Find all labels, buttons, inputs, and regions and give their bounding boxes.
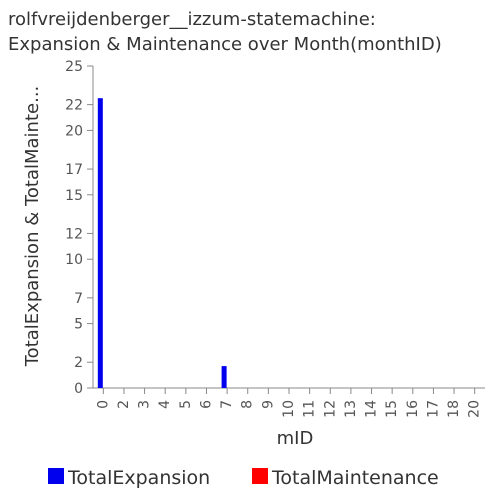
- bar-totalexpansion-0: [97, 98, 103, 388]
- y-axis-label: TotalExpansion & TotalMainte...: [22, 86, 43, 368]
- x-tick-label: 20: [467, 400, 483, 418]
- x-tick-label: 17: [425, 400, 441, 418]
- x-tick-label: 16: [405, 400, 421, 418]
- chart-title-line-2: Expansion & Maintenance over Month(month…: [8, 34, 442, 55]
- x-tick-label: 6: [198, 400, 214, 409]
- bars: [97, 98, 227, 388]
- legend-label: TotalMaintenance: [271, 467, 439, 489]
- x-tick-label-group: 16: [405, 400, 421, 418]
- x-tick-label-group: 6: [198, 400, 214, 409]
- x-tick-label-group: 17: [425, 400, 441, 418]
- y-tick-label: 5: [74, 317, 83, 333]
- x-tick-label: 14: [364, 400, 380, 418]
- y-tick-label: 20: [65, 123, 83, 139]
- x-tick-label-group: 8: [240, 400, 256, 409]
- legend-label: TotalExpansion: [67, 467, 210, 489]
- x-tick-label-group: 13: [343, 400, 359, 418]
- y-tick-label: 0: [74, 381, 83, 397]
- x-tick-label-group: 3: [137, 400, 153, 409]
- x-tick-label: 5: [178, 400, 194, 409]
- x-tick-label: 15: [384, 400, 400, 418]
- x-tick-label: 18: [446, 400, 462, 418]
- x-axis-label: mID: [277, 428, 314, 449]
- x-tick-label: 2: [116, 400, 132, 409]
- y-tick-label: 17: [65, 162, 83, 178]
- x-tick-label: 13: [343, 400, 359, 418]
- x-tick-label-group: 11: [302, 400, 318, 418]
- chart-title-line-1: rolfvreijdenberger__izzum-statemachine:: [8, 9, 376, 30]
- x-tick-label: 8: [240, 400, 256, 409]
- y-tick-label: 2: [74, 355, 83, 371]
- x-tick-label-group: 15: [384, 400, 400, 418]
- x-tick-label-group: 10: [281, 400, 297, 418]
- y-tick-label: 22: [65, 98, 83, 114]
- x-tick-label-group: 0: [95, 400, 111, 409]
- legend-swatch: [48, 468, 64, 484]
- x-tick-label: 4: [157, 400, 173, 409]
- bar-totalexpansion-7: [221, 366, 227, 388]
- x-tick-label: 9: [260, 400, 276, 409]
- x-tick-label: 10: [281, 400, 297, 418]
- legend: TotalExpansion TotalMaintenance: [48, 467, 439, 489]
- x-tick-label: 11: [302, 400, 318, 418]
- x-tick-label-group: 7: [219, 400, 235, 409]
- x-tick-label-group: 20: [467, 400, 483, 418]
- x-tick-label-group: 5: [178, 400, 194, 409]
- x-tick-label-group: 14: [364, 400, 380, 418]
- x-tick-label-group: 12: [322, 400, 338, 418]
- legend-swatch: [252, 468, 268, 484]
- x-tick-label: 12: [322, 400, 338, 418]
- x-tick-label: 3: [137, 400, 153, 409]
- y-tick-label: 10: [65, 252, 83, 268]
- y-tick-label: 25: [65, 59, 83, 75]
- y-tick-label: 7: [74, 291, 83, 307]
- y-tick-label: 15: [65, 188, 83, 204]
- x-tick-label-group: 18: [446, 400, 462, 418]
- x-tick-label-group: 4: [157, 400, 173, 409]
- x-axis: 0 2 3 4 5 6 7 8 9 10 11 12 13 14 15 16 17 18 20: [93, 387, 485, 418]
- x-tick-label-group: 2: [116, 400, 132, 409]
- x-tick-label: 0: [95, 400, 111, 409]
- x-tick-label: 7: [219, 400, 235, 409]
- y-tick-label: 12: [65, 226, 83, 242]
- x-tick-label-group: 9: [260, 400, 276, 409]
